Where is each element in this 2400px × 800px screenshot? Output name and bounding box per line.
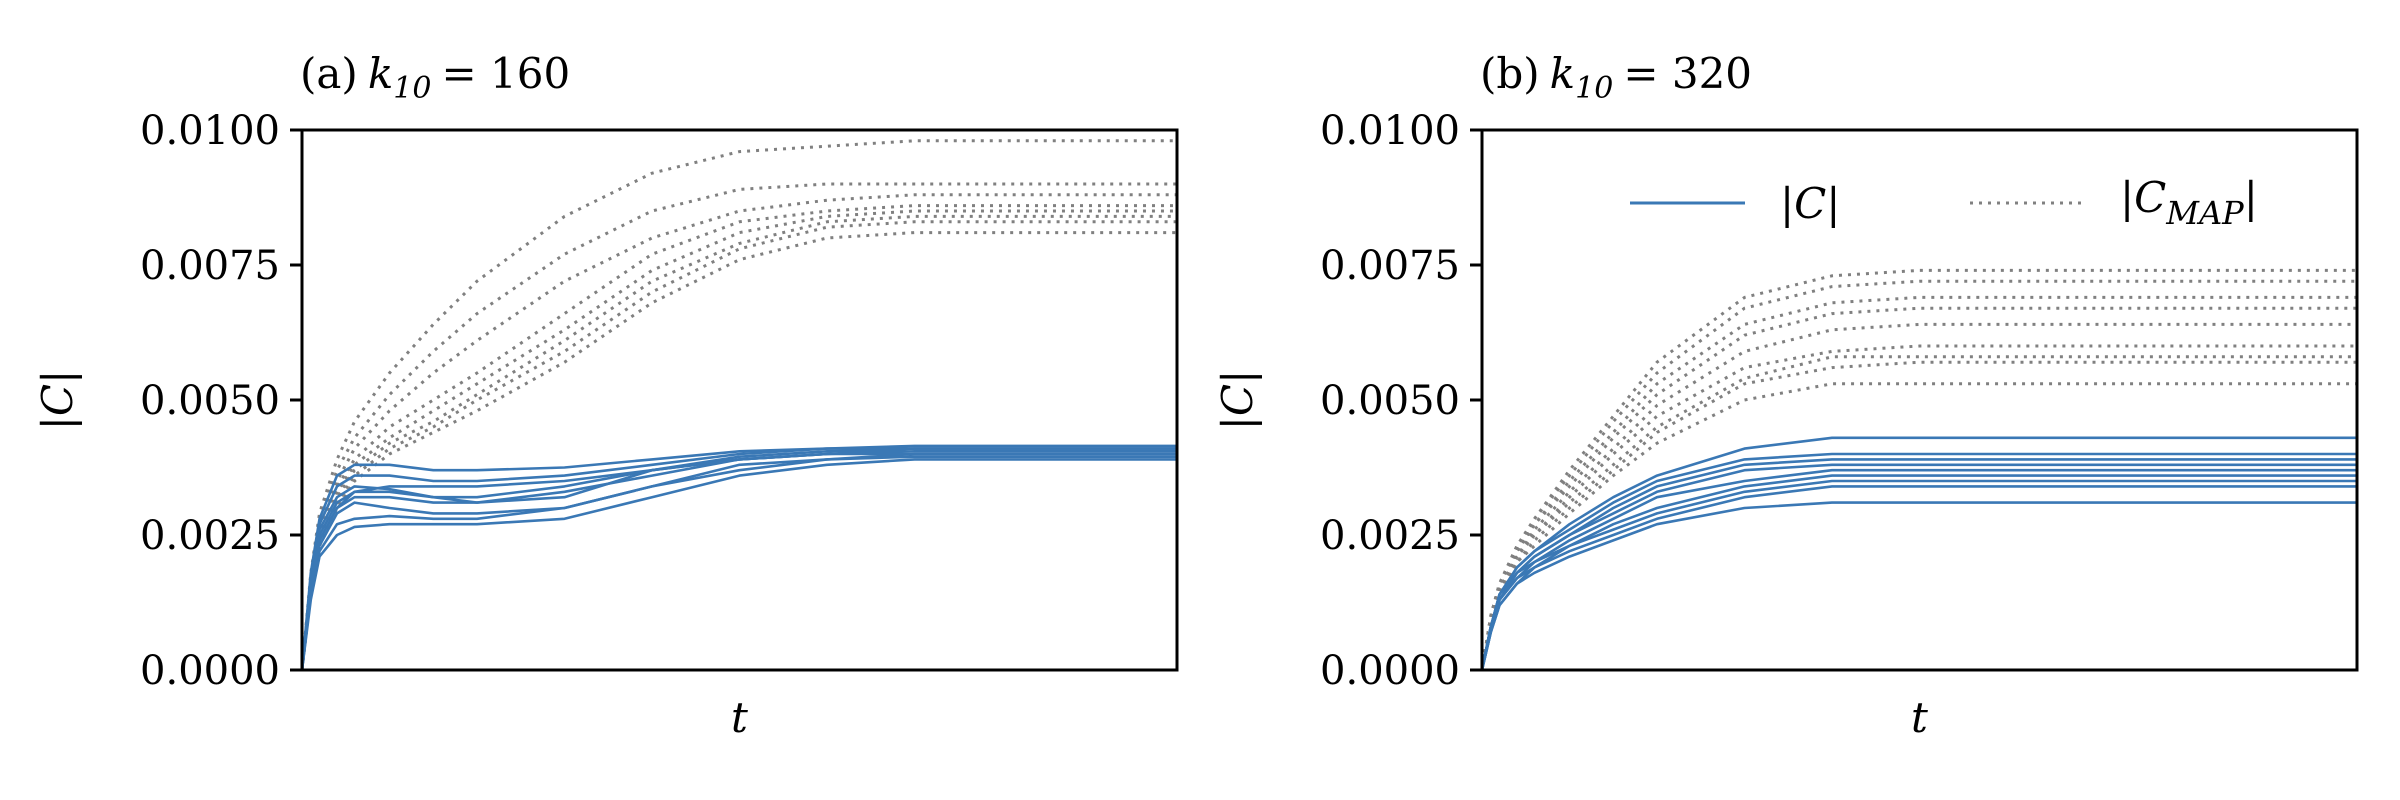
panel-b-c-line — [1480, 468, 2357, 671]
panel-a-c-line — [300, 447, 1177, 671]
panel-b: (b) k10 = 320 0.0000 0.0025 0.0050 0.0075 0.01… — [1213, 49, 2359, 742]
panel-a-c-line — [300, 458, 1177, 671]
panel-b-c-line — [1480, 474, 2357, 671]
legend-solid-label: |C| — [1780, 179, 1840, 228]
panel-a-c-line — [300, 447, 1177, 671]
panel-a-y-label: |C| — [33, 370, 82, 430]
panel-b-y-axis: 0.0000 0.0025 0.0050 0.0075 0.0100 — [1320, 108, 1482, 694]
panel-b-c-line — [1480, 479, 2357, 671]
panel-a-c-line — [300, 444, 1177, 671]
panel-a-x-label: t — [731, 693, 748, 742]
panel-a-y-tick-label: 0.0075 — [140, 243, 280, 289]
panel-b-plot-frame — [1480, 128, 2359, 672]
panel-b-map-line — [1480, 360, 2357, 671]
panel-a-map-line — [300, 204, 1177, 671]
panel-a-y-tick-label: 0.0000 — [140, 648, 280, 694]
panel-a-title: (a) k10 = 160 — [300, 49, 570, 106]
panel-a: (a) k10 = 160 0.0000 0.0025 0.0050 0.0075 0.01… — [33, 49, 1179, 742]
panel-b-x-label: t — [1911, 693, 1928, 742]
panel-b-c-line — [1480, 458, 2357, 671]
panel-a-series — [300, 139, 1177, 671]
panel-b-c-line — [1480, 501, 2357, 671]
panel-b-c-line — [1480, 452, 2357, 671]
panel-a-map-line — [300, 193, 1177, 671]
panel-a-plot-frame — [300, 128, 1179, 672]
panel-b-y-tick-label: 0.0050 — [1320, 378, 1460, 424]
panel-b-series — [1480, 268, 2357, 671]
panel-b-y-label: |C| — [1213, 370, 1262, 430]
panel-a-map-line — [300, 182, 1177, 671]
panel-a-y-tick-label: 0.0100 — [140, 108, 280, 154]
legend-dotted-label: |CMAP| — [2120, 173, 2258, 232]
panel-a-c-line — [300, 450, 1177, 671]
panel-a-map-line — [300, 214, 1177, 671]
panel-b-map-line — [1480, 382, 2357, 671]
panel-b-y-tick-label: 0.0025 — [1320, 513, 1460, 559]
panel-a-map-line — [300, 209, 1177, 671]
panel-a-y-tick-label: 0.0050 — [140, 378, 280, 424]
panel-a-y-tick-label: 0.0025 — [140, 513, 280, 559]
panel-a-y-axis: 0.0000 0.0025 0.0050 0.0075 0.0100 — [140, 108, 302, 694]
panel-b-c-line — [1480, 463, 2357, 671]
panel-a-c-line — [300, 452, 1177, 671]
panel-a-map-line — [300, 220, 1177, 671]
panel-b-c-line — [1480, 436, 2357, 671]
panel-a-map-line — [300, 139, 1177, 671]
panel-b-map-line — [1480, 295, 2357, 671]
panel-a-c-line — [300, 455, 1177, 671]
panel-b-title: (b) k10 = 320 — [1480, 49, 1752, 106]
panel-b-y-tick-label: 0.0000 — [1320, 648, 1460, 694]
panel-b-y-tick-label: 0.0075 — [1320, 243, 1460, 289]
panel-b-map-line — [1480, 306, 2357, 671]
panel-b-legend: |C| |CMAP| — [1630, 173, 2258, 232]
panel-b-y-tick-label: 0.0100 — [1320, 108, 1460, 154]
